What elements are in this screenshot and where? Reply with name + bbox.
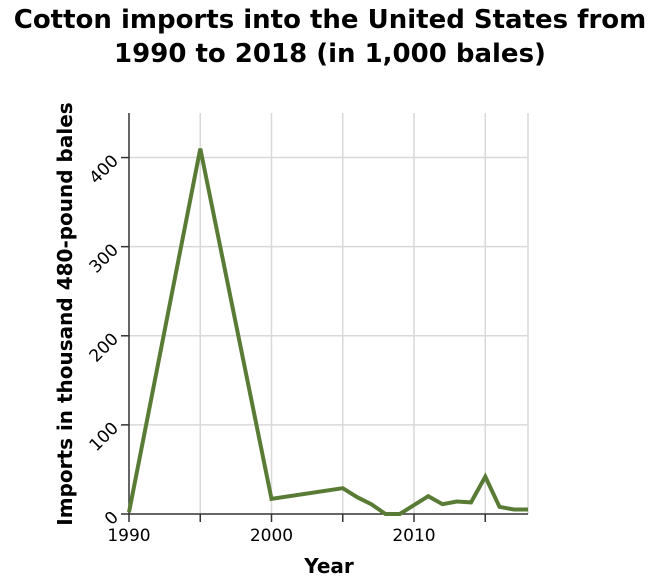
series-line-cotton-imports [127, 148, 528, 516]
y-tick-label: 400 [86, 151, 123, 188]
y-tick-label: 100 [86, 419, 123, 456]
grid [129, 113, 529, 514]
x-tick-label: 2000 [250, 526, 293, 546]
x-tick-label: 1990 [107, 526, 150, 546]
chart-title-line1: Cotton imports into the United States fr… [14, 5, 647, 35]
chart-title-line2: 1990 to 2018 (in 1,000 bales) [114, 39, 546, 69]
series [127, 148, 528, 516]
y-tick-label: 200 [86, 329, 123, 366]
y-tick-label: 300 [86, 240, 123, 277]
x-tick-label: 2010 [392, 526, 435, 546]
x-axis-label: Year [303, 554, 354, 578]
y-axis-label: Imports in thousand 480-pound bales [53, 102, 77, 525]
axes [121, 113, 528, 522]
